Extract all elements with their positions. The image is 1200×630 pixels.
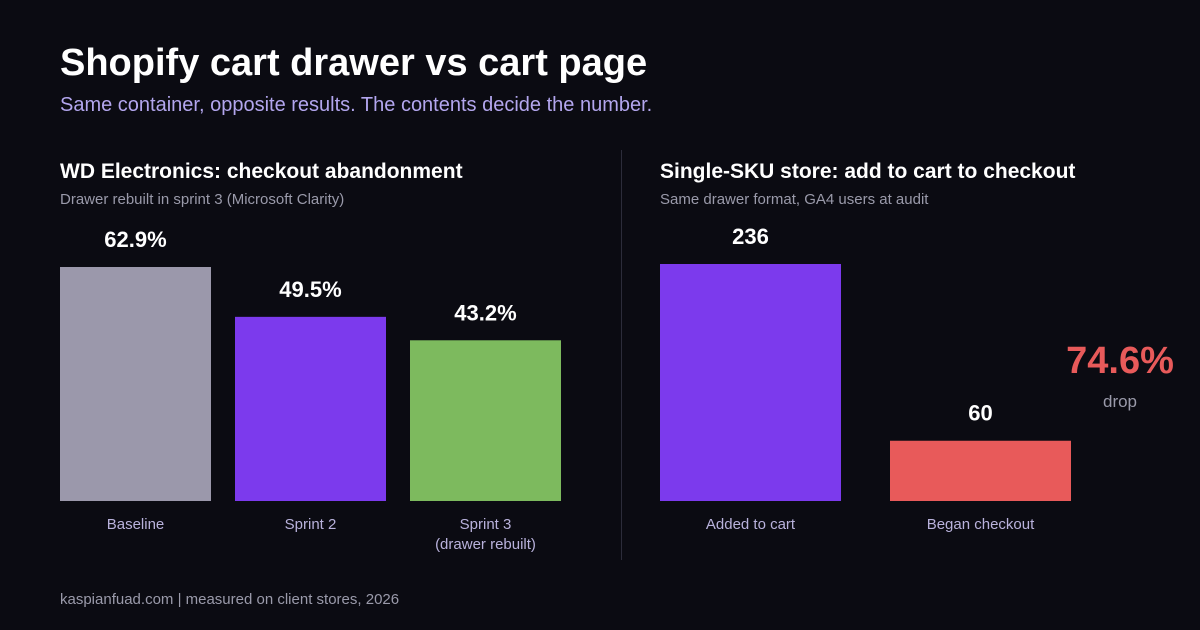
right-chart-subtitle: Same drawer format, GA4 users at audit [660,191,929,208]
abandonment-bar-chart: 62.9% Baseline 49.5% Sprint 2 43.2% Sprint 3(… [60,227,561,553]
footer-credit: kaspianfuad.com | measured on client sto… [60,591,400,608]
drop-label: drop [1102,392,1138,411]
panel-divider [621,150,622,560]
bar-began-checkout [890,440,1071,501]
value-label-baseline: 62.9% [104,227,166,252]
page-title: Shopify cart drawer vs cart page [60,42,648,84]
drop-percentage: 74.6% [1066,340,1174,382]
bar-added-to-cart [660,264,841,501]
category-label-sprint-2: Sprint 2 [285,516,337,533]
bar-sprint-3 [410,340,561,501]
category-label-added-to-cart: Added to cart [706,516,796,533]
page-subtitle: Same container, opposite results. The co… [60,94,653,116]
value-label-added-to-cart: 236 [732,224,769,249]
category-label-sprint-3: Sprint 3 (drawer rebuilt) [435,516,536,553]
bar-sprint-2 [235,316,386,501]
left-chart-subtitle: Drawer rebuilt in sprint 3 (Microsoft Cl… [60,191,345,208]
left-chart-title: WD Electronics: checkout abandonment [60,160,463,183]
category-label-baseline: Baseline [107,516,165,533]
value-label-sprint-2: 49.5% [279,277,341,302]
category-label-began-checkout: Began checkout [927,516,1035,533]
right-chart-title: Single-SKU store: add to cart to checkou… [660,160,1076,183]
value-label-sprint-3: 43.2% [454,300,516,325]
bar-baseline [60,267,211,501]
value-label-began-checkout: 60 [968,401,992,426]
